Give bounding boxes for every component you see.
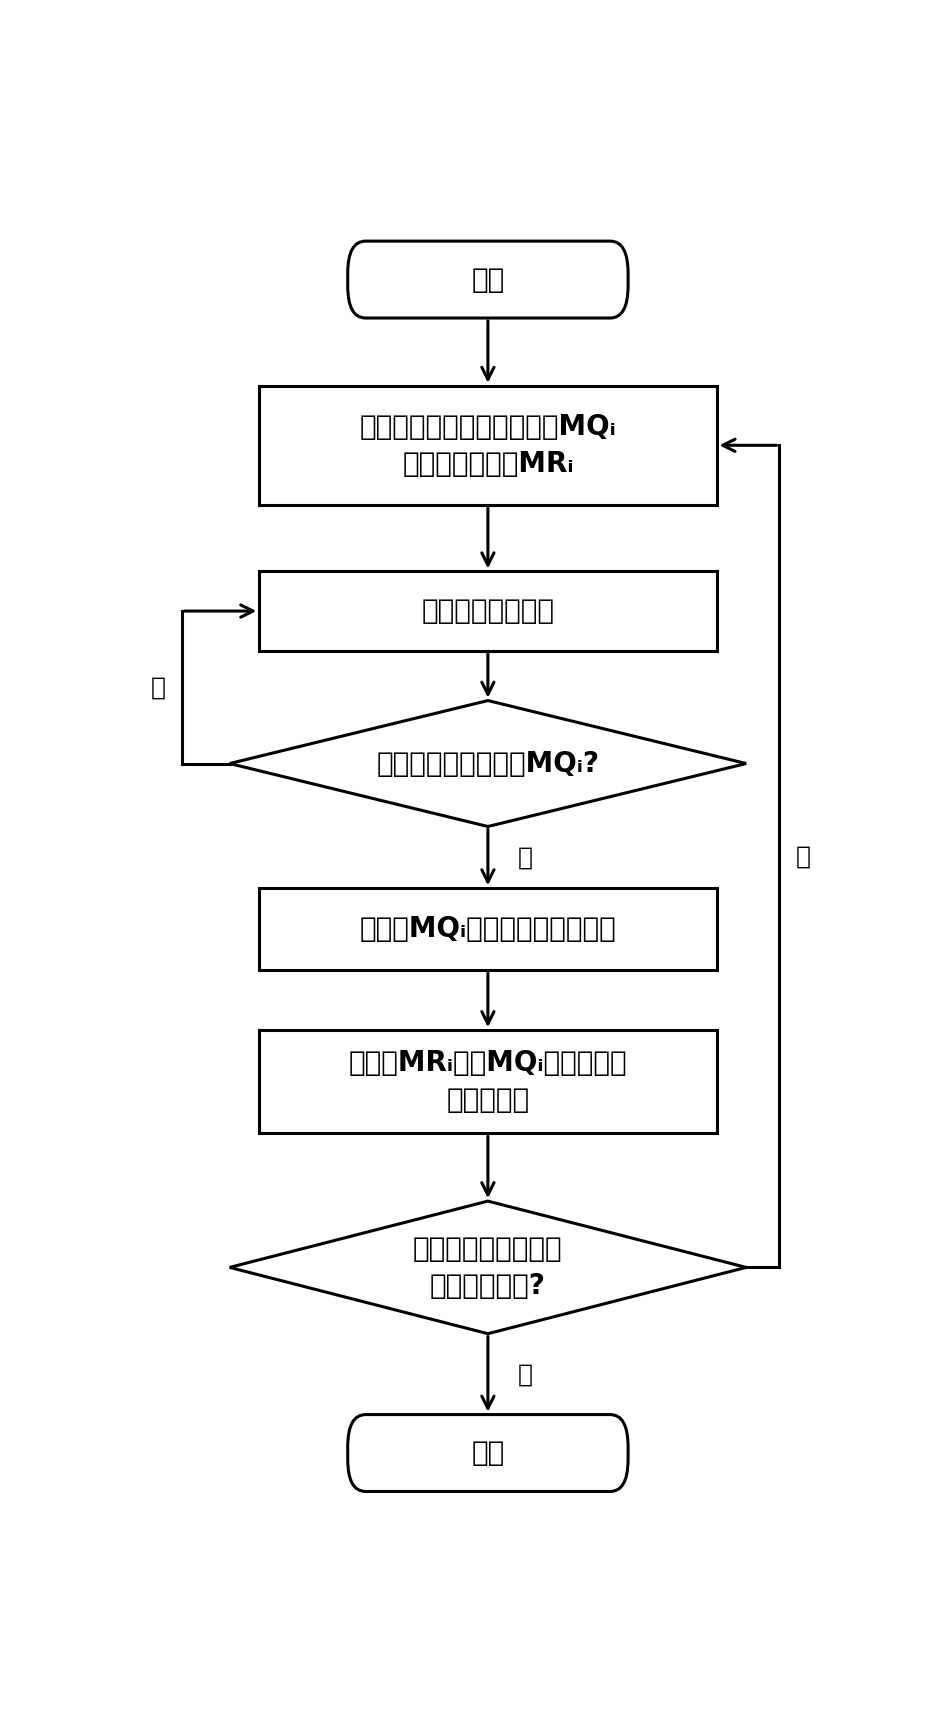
Text: 否: 否: [150, 675, 166, 699]
Bar: [259, 889, 717, 971]
FancyBboxPatch shape: [347, 1414, 628, 1491]
Text: 当前行列能放下消息MQᵢ?: 当前行列能放下消息MQᵢ?: [376, 749, 600, 778]
Text: 返回: 返回: [471, 1440, 505, 1467]
Text: 将消息MRᵢ放至MQᵢ所在位置的
下一间隔列: 将消息MRᵢ放至MQᵢ所在位置的 下一间隔列: [348, 1049, 627, 1114]
Bar: [259, 572, 717, 651]
FancyBboxPatch shape: [347, 241, 628, 319]
Bar: [259, 386, 717, 505]
Polygon shape: [229, 1202, 746, 1333]
Text: 从内存存储中读取请求消息MQᵢ
和对应应答消息MRᵢ: 从内存存储中读取请求消息MQᵢ 和对应应答消息MRᵢ: [360, 413, 616, 477]
Text: 开始: 开始: [471, 265, 505, 293]
Text: 遍历调度表行和列: 遍历调度表行和列: [422, 598, 554, 625]
Text: 是: 是: [518, 846, 532, 870]
Text: 将消息MQᵢ放至调度表当前行列: 将消息MQᵢ放至调度表当前行列: [360, 916, 616, 944]
Text: 内存存储的所有消息
已放置调度表?: 内存存储的所有消息 已放置调度表?: [413, 1235, 563, 1300]
Text: 否: 否: [796, 844, 810, 868]
Bar: [259, 1030, 717, 1133]
Polygon shape: [229, 701, 746, 827]
Text: 是: 是: [518, 1362, 532, 1386]
